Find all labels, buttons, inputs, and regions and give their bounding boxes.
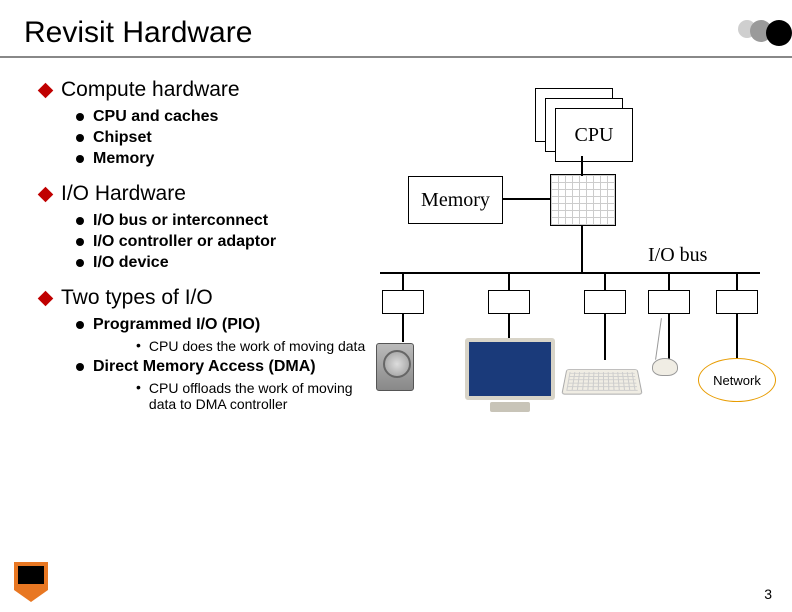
bullet-lvl2-text: I/O device	[93, 254, 169, 272]
bus-drop-line	[736, 272, 738, 290]
bullet-icon: •	[136, 380, 141, 394]
io-bus-label: I/O bus	[648, 244, 707, 267]
bullet-lvl2-text: Memory	[93, 150, 154, 168]
disc-icon	[76, 238, 84, 246]
bus-drop-line	[604, 272, 606, 290]
io-controller-box	[584, 290, 626, 314]
io-controller-box	[716, 290, 758, 314]
network-label: Network	[713, 373, 761, 388]
bus-drop-line	[508, 272, 510, 290]
bullet-lvl2-text: I/O bus or interconnect	[93, 212, 268, 230]
io-controller-box	[382, 290, 424, 314]
bullet-lvl1-text: I/O Hardware	[61, 182, 186, 206]
bullet-lvl3-text: CPU does the work of moving data	[149, 338, 365, 354]
line-cpu-chipset	[581, 156, 583, 176]
io-bus-line	[380, 272, 760, 274]
bullet-lvl2-text: I/O controller or adaptor	[93, 233, 276, 251]
bus-drop-line	[668, 272, 670, 290]
diamond-icon	[38, 186, 54, 202]
io-controller-box	[488, 290, 530, 314]
hardware-diagram: CPU Memory I/O bus Network	[360, 58, 790, 558]
bullet-lvl2-text: Direct Memory Access (DMA)	[93, 358, 316, 376]
disc-icon	[76, 155, 84, 163]
device-drop-line	[604, 314, 606, 360]
princeton-logo-icon	[14, 562, 48, 602]
memory-label: Memory	[421, 189, 490, 212]
device-drop-line	[402, 314, 404, 342]
bullet-lvl1-text: Compute hardware	[61, 78, 240, 102]
slide-title: Revisit Hardware	[24, 16, 252, 50]
diamond-icon	[38, 82, 54, 98]
cpu-box: CPU	[555, 108, 633, 162]
slide-content: Compute hardware CPU and caches Chipset Mem…	[0, 58, 792, 578]
disc-icon	[76, 134, 84, 142]
line-chipset-bus	[581, 226, 583, 272]
disc-icon	[76, 259, 84, 267]
monitor-icon	[465, 338, 555, 416]
disc-icon	[76, 321, 84, 329]
bullet-lvl1-text: Two types of I/O	[61, 286, 213, 310]
network-cloud-icon: Network	[698, 358, 776, 402]
mouse-cord-icon	[655, 318, 663, 360]
bus-drop-line	[402, 272, 404, 290]
mouse-icon	[652, 358, 678, 376]
hdd-icon	[376, 343, 414, 391]
disc-icon	[76, 113, 84, 121]
disc-icon	[76, 363, 84, 371]
title-decoration-dots	[744, 20, 792, 46]
keyboard-icon	[561, 369, 642, 395]
device-drop-line	[668, 314, 670, 360]
bullet-lvl2-text: Chipset	[93, 129, 152, 147]
memory-box: Memory	[408, 176, 503, 224]
device-drop-line	[736, 314, 738, 360]
diamond-icon	[38, 290, 54, 306]
slide-title-bar: Revisit Hardware	[0, 0, 792, 58]
bullet-icon: •	[136, 338, 141, 352]
disc-icon	[76, 217, 84, 225]
chipset-box	[550, 174, 616, 226]
io-controller-box	[648, 290, 690, 314]
slide-number: 3	[764, 586, 772, 602]
bullet-lvl3-text: CPU offloads the work of moving data to …	[149, 380, 379, 412]
line-mem-chipset	[503, 198, 551, 200]
bullet-lvl2-text: CPU and caches	[93, 108, 218, 126]
bullet-lvl2-text: Programmed I/O (PIO)	[93, 316, 260, 334]
